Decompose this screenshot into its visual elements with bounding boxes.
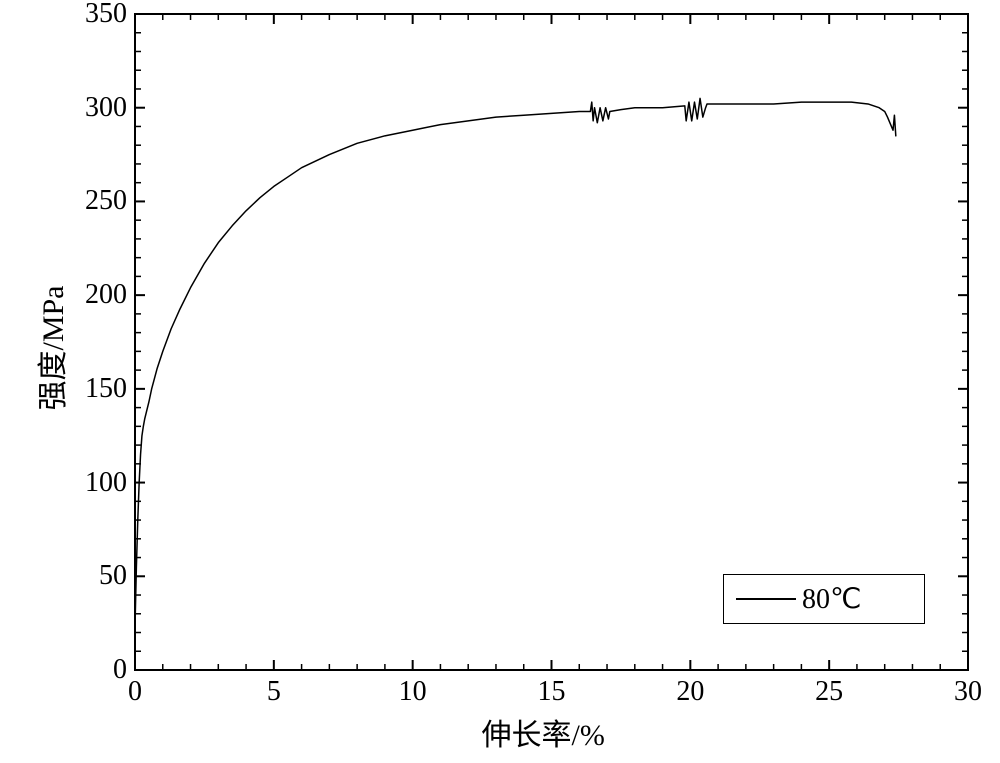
x-tick-label: 20 bbox=[660, 676, 720, 708]
legend-sample-line bbox=[736, 598, 796, 600]
x-tick-label: 5 bbox=[244, 676, 304, 708]
legend-item-label: 80℃ bbox=[802, 582, 861, 616]
plot-svg bbox=[0, 0, 1000, 763]
x-tick-label: 25 bbox=[799, 676, 859, 708]
y-tick-label: 100 bbox=[85, 467, 127, 499]
x-tick-label: 10 bbox=[383, 676, 443, 708]
legend: 80℃ bbox=[723, 574, 925, 624]
figure: 强度/MPa 伸长率/% 0 5 10 15 20 25 300 50 100 150 200 250… bbox=[0, 0, 1000, 763]
y-tick-label: 200 bbox=[85, 279, 127, 311]
x-tick-label: 30 bbox=[938, 676, 998, 708]
y-tick-label: 0 bbox=[113, 654, 127, 686]
y-tick-label: 350 bbox=[85, 0, 127, 30]
y-tick-label: 150 bbox=[85, 373, 127, 405]
y-axis-label: 强度/MPa bbox=[28, 268, 72, 428]
y-tick-label: 300 bbox=[85, 92, 127, 124]
x-axis-label: 伸长率/% bbox=[482, 710, 605, 754]
y-tick-label: 250 bbox=[85, 185, 127, 217]
x-tick-label: 15 bbox=[522, 676, 582, 708]
y-tick-label: 50 bbox=[99, 560, 127, 592]
